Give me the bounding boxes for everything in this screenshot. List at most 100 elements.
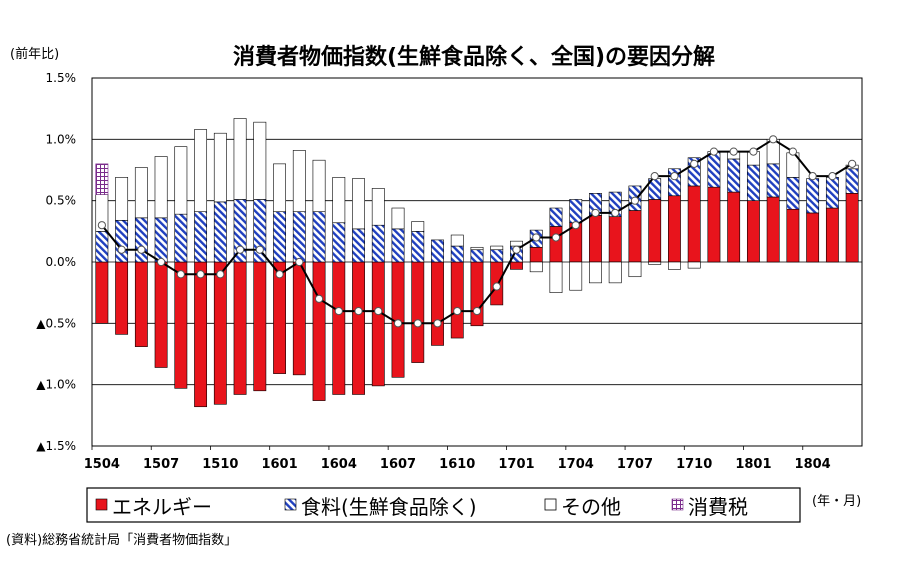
total-point [551,233,561,242]
x-tick-label: 1801 [735,457,771,472]
bar-other [253,121,267,200]
x-tick-label: 1804 [795,457,831,472]
bar-food [213,201,227,263]
total-point [216,270,225,279]
y-tick-label: 0.0% [46,255,77,269]
bar-energy [95,261,109,324]
bar-energy [115,261,129,335]
bar-food [825,177,839,209]
bar-energy [746,200,760,263]
x-tick-label: 1607 [380,457,416,472]
bar-energy [431,261,444,346]
bar-food [332,222,346,263]
bar-food [786,177,800,210]
total-point [650,172,659,181]
bar-tax [95,163,109,195]
legend-label-energy: エネルギー [112,495,212,519]
total-point [157,257,166,267]
y-tick-label: 1.5% [46,71,77,85]
bar-food [450,245,464,263]
bar-energy [312,261,326,401]
total-point [275,270,284,279]
bar-energy [450,261,464,339]
x-axis-unit-label: (年・月) [812,494,861,509]
x-tick-label: 1601 [261,457,297,472]
bar-energy [510,261,523,270]
bar-food [391,228,405,263]
bar-other [589,261,602,284]
bar-other [233,118,247,200]
y-tick-label: ▲1.5% [36,439,76,453]
bar-energy [825,207,839,263]
bar-energy [194,261,208,408]
bar-food [134,217,148,263]
bar-energy [273,261,286,374]
total-point [848,159,857,168]
total-point [788,147,797,156]
bar-food [707,151,721,188]
bar-energy [668,195,681,263]
bar-energy [786,208,800,263]
bar-energy [292,261,306,376]
total-point [433,319,442,328]
total-point [769,135,778,144]
total-point [729,147,738,156]
y-tick-label: ▲0.5% [36,316,76,330]
x-axis: 1504 1507 1510 1601 1604 1607 1610 1701 1704 1707… [84,446,831,472]
bar-food [431,239,444,263]
y-tick-label: 1.0% [46,132,77,146]
total-point [670,172,679,181]
bar-food [766,163,780,198]
total-point [532,233,541,242]
bar-energy [529,246,543,263]
total-point [472,306,482,316]
bar-energy [154,261,168,368]
total-point [413,319,422,328]
bar-other [549,261,563,293]
bar-other [668,261,681,270]
x-tick-label: 1704 [558,457,594,472]
total-line-series [97,135,857,328]
total-point [611,208,620,218]
bar-food [549,207,563,227]
bar-food [352,228,365,263]
x-tick-label: 1504 [84,457,120,472]
x-tick-label: 1604 [321,457,357,472]
bar-food [174,213,188,263]
bar-other [529,261,543,273]
bar-other [115,177,129,221]
bar-food [371,224,385,263]
legend-label-tax: 消費税 [688,495,748,519]
bar-energy [687,185,701,263]
chart-title: 消費者物価指数(生鮮食品除く、全国)の要因分解 [233,44,715,70]
bar-energy [806,212,820,263]
total-point [709,147,719,156]
total-point [196,270,205,279]
bar-other [510,240,523,247]
total-point [295,257,304,267]
bar-energy [707,186,721,263]
bar-other [687,261,701,269]
bar-energy [608,216,622,263]
bar-other [332,177,346,224]
bar-food [569,199,583,224]
bar-other [628,261,642,278]
bar-food [727,158,741,193]
bar-other [648,261,662,265]
x-tick-label: 1710 [676,457,712,472]
bar-other [352,178,365,230]
y-axis-unit-label: (前年比) [10,46,59,62]
bar-food [95,231,109,263]
bar-other [273,163,286,213]
total-point [492,282,501,291]
y-tick-label: 0.5% [46,194,77,208]
bar-food [845,168,859,194]
bar-food [194,211,208,263]
total-point [137,245,146,254]
total-point [354,306,363,316]
legend-swatch-tax [671,498,684,511]
y-axis: 1.5% 1.0% 0.5% 0.0% ▲0.5% ▲1.0% ▲1.5% [36,71,76,453]
bar-other [470,246,484,251]
bar-energy [727,191,741,263]
total-point [571,221,580,230]
